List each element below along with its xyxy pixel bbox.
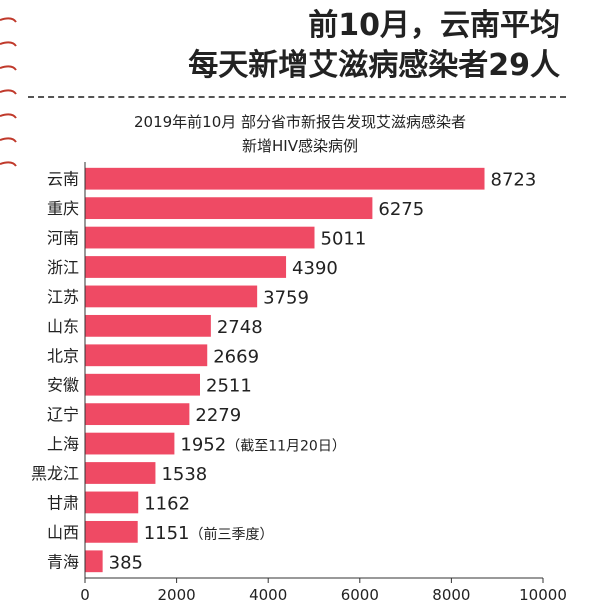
category-label-0: 云南 <box>47 170 79 189</box>
category-label-5: 山东 <box>47 317 79 336</box>
bar-4 <box>85 285 258 308</box>
bar-8 <box>85 403 190 426</box>
value-label-5: 2748 <box>217 317 263 338</box>
value-label-13: 385 <box>109 552 143 573</box>
x-tick-label-1: 2000 <box>158 586 196 604</box>
headline: 前10月，云南平均 每天新增艾滋病感染者29人 <box>188 6 560 86</box>
x-tick-label-3: 6000 <box>341 586 379 604</box>
chart-title-block: 2019年前10月 部分省市新报告发现艾滋病感染者 新增HIV感染病例 <box>0 110 600 158</box>
divider <box>28 96 566 98</box>
value-annotation-12: （前三季度） <box>190 526 274 543</box>
headline-line-2: 每天新增艾滋病感染者29人 <box>188 48 560 83</box>
value-label-1: 6275 <box>378 199 424 220</box>
bar-1 <box>85 197 373 220</box>
category-label-6: 北京 <box>47 346 79 365</box>
bar-11 <box>85 491 139 514</box>
bar-2 <box>85 226 315 249</box>
x-tick-label-5: 10000 <box>519 586 567 604</box>
x-tick-label-2: 4000 <box>249 586 287 604</box>
category-label-1: 重庆 <box>47 199 79 218</box>
category-label-9: 上海 <box>47 435 79 454</box>
headline-line-1: 前10月，云南平均 <box>308 8 560 43</box>
category-label-10: 黑龙江 <box>31 464 79 483</box>
bar-10 <box>85 462 156 484</box>
value-annotation-9: （截至11月20日） <box>226 439 346 455</box>
value-label-2: 5011 <box>321 229 367 250</box>
category-label-13: 青海 <box>47 552 79 571</box>
notebook-spiral-decoration <box>0 17 17 167</box>
x-tick-label-4: 8000 <box>432 586 470 604</box>
bar-0 <box>85 167 485 190</box>
x-tick-label-0: 0 <box>80 586 90 604</box>
bar-13 <box>85 550 103 573</box>
category-label-3: 浙江 <box>47 258 79 277</box>
value-label-12: 1151（前三季度） <box>144 523 274 544</box>
bar-7 <box>85 373 201 396</box>
value-label-3: 4390 <box>292 258 338 279</box>
value-label-4: 3759 <box>263 287 309 308</box>
category-label-4: 江苏 <box>47 287 79 306</box>
bar-12 <box>85 520 138 543</box>
category-label-11: 甘肃 <box>47 493 79 512</box>
category-label-12: 山西 <box>47 523 79 542</box>
value-label-7: 2511 <box>206 376 252 397</box>
value-label-0: 8723 <box>491 170 537 191</box>
value-label-11: 1162 <box>144 493 190 514</box>
category-label-7: 安徽 <box>47 376 79 395</box>
bar-3 <box>85 256 287 278</box>
category-label-8: 辽宁 <box>47 405 79 424</box>
chart-title: 2019年前10月 部分省市新报告发现艾滋病感染者 <box>133 113 467 131</box>
bar-9 <box>85 432 175 455</box>
bar-5 <box>85 314 211 337</box>
value-label-6: 2669 <box>213 346 259 367</box>
value-label-9: 1952（截至11月20日） <box>180 435 345 456</box>
chart-subtitle: 新增HIV感染病例 <box>242 137 358 155</box>
category-label-2: 河南 <box>47 229 79 248</box>
value-label-8: 2279 <box>195 405 241 426</box>
bar-6 <box>85 344 208 367</box>
value-label-10: 1538 <box>161 464 207 485</box>
